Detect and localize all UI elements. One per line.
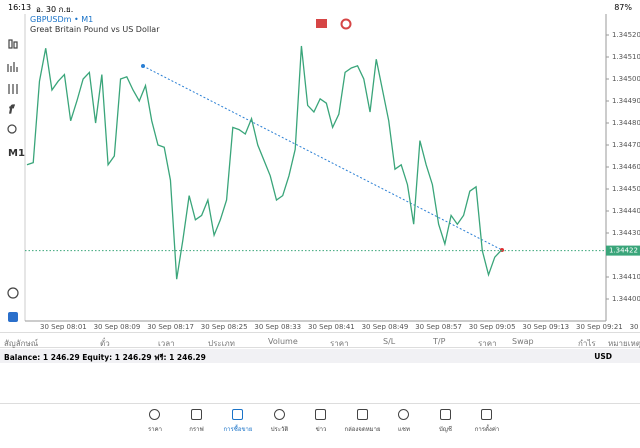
nav-icon[interactable]: [398, 409, 409, 420]
nav-icon[interactable]: [273, 409, 285, 420]
column-header: S/L: [383, 337, 396, 346]
balance-bar: [0, 349, 640, 363]
nav-item[interactable]: กราฟ: [189, 426, 204, 433]
column-header: ราคา: [330, 339, 349, 348]
trend-handle[interactable]: [141, 64, 145, 68]
y-tick-label: 1.34400: [612, 295, 640, 303]
nav-item[interactable]: ราคา: [148, 426, 162, 433]
nav-item[interactable]: กล่องจดหมาย: [344, 426, 381, 433]
x-tick-label: 30 Sep 09:05: [469, 323, 516, 330]
timeframe[interactable]: M1: [8, 148, 25, 159]
x-tick-label: 30 Sep 08:17: [147, 323, 194, 330]
column-header: Volume: [268, 337, 298, 346]
y-tick-label: 1.34470: [612, 141, 640, 149]
nav-icon[interactable]: [439, 409, 451, 420]
nav-item[interactable]: ประวัติ: [270, 426, 289, 433]
x-tick-label: 30 Sep 09:: [630, 323, 640, 330]
trade-button[interactable]: [340, 18, 352, 30]
nav-item[interactable]: การซื้อขาย: [223, 426, 253, 433]
symbol-description: Great Britain Pound vs US Dollar: [30, 25, 160, 34]
y-tick-label: 1.34410: [612, 273, 640, 281]
date: อ. 30 ก.ย.: [36, 5, 74, 14]
x-tick-label: 30 Sep 08:33: [254, 323, 301, 330]
column-header: สัญลักษณ์: [4, 339, 39, 348]
nav-icon[interactable]: [356, 409, 368, 420]
x-tick-label: 30 Sep 09:21: [576, 323, 623, 330]
nav-icon[interactable]: [315, 409, 326, 420]
x-tick-label: 30 Sep 09:13: [522, 323, 569, 330]
price-line: [26, 45, 502, 280]
nav-item[interactable]: การตั้งค่า: [474, 426, 500, 433]
currency: USD: [594, 352, 612, 361]
column-header: หมายเหตุ: [608, 339, 640, 348]
left-toolbar: f: [7, 39, 19, 322]
symbol: GBPUSDm • M1: [30, 15, 94, 24]
positions-header: [0, 332, 640, 348]
y-tick-label: 1.34430: [612, 229, 640, 237]
nav-bar: [0, 403, 640, 448]
balance: Balance: 1 246.29 Equity: 1 246.29 ฟรี: …: [4, 353, 206, 362]
y-tick-label: 1.34460: [612, 163, 640, 171]
x-tick-label: 30 Sep 08:09: [94, 323, 141, 330]
column-header: ตั๋ว: [100, 339, 110, 348]
battery: 87%: [614, 3, 632, 12]
nav-icon[interactable]: [481, 409, 492, 420]
clock: 16:13: [8, 3, 32, 12]
column-header: กำไร: [578, 339, 596, 348]
column-header: เวลา: [158, 339, 175, 348]
x-tick-label: 30 Sep 08:25: [201, 323, 248, 330]
nav-icon[interactable]: [190, 409, 202, 420]
chart: f 1.34520 1.34510 1.34500 1.34490 1.34480 1.3…: [7, 14, 640, 330]
y-tick-label: 1.34510: [612, 53, 640, 61]
current-price-box: [606, 245, 640, 256]
y-tick-label: 1.34500: [612, 75, 640, 83]
trend-line[interactable]: [142, 65, 503, 251]
column-header: T/P: [433, 337, 446, 346]
nav-icon[interactable]: [149, 409, 160, 420]
x-tick-label: 30 Sep 08:57: [415, 323, 462, 330]
nav-item[interactable]: บัญชี: [439, 426, 452, 433]
y-tick-label: 1.34440: [612, 207, 640, 215]
nav-item[interactable]: แชท: [398, 426, 410, 433]
nav-icon[interactable]: [232, 409, 243, 420]
trade-button[interactable]: [316, 19, 327, 28]
nav-item[interactable]: ข่าว: [315, 426, 327, 433]
y-tick-label: 1.34450: [612, 185, 640, 193]
svg-text:f: f: [9, 103, 15, 116]
y-tick-label: 1.34480: [612, 119, 640, 127]
x-tick-label: 30 Sep 08:01: [40, 323, 87, 330]
column-header: Swap: [512, 337, 534, 346]
column-header: ประเภท: [208, 339, 235, 348]
current-price-label: 1.34422: [609, 247, 638, 255]
x-tick-label: 30 Sep 08:41: [308, 323, 355, 330]
y-tick-label: 1.34490: [612, 97, 640, 105]
x-tick-label: 30 Sep 08:49: [362, 323, 409, 330]
column-header: ราคา: [478, 339, 497, 348]
y-tick-label: 1.34520: [612, 31, 640, 39]
